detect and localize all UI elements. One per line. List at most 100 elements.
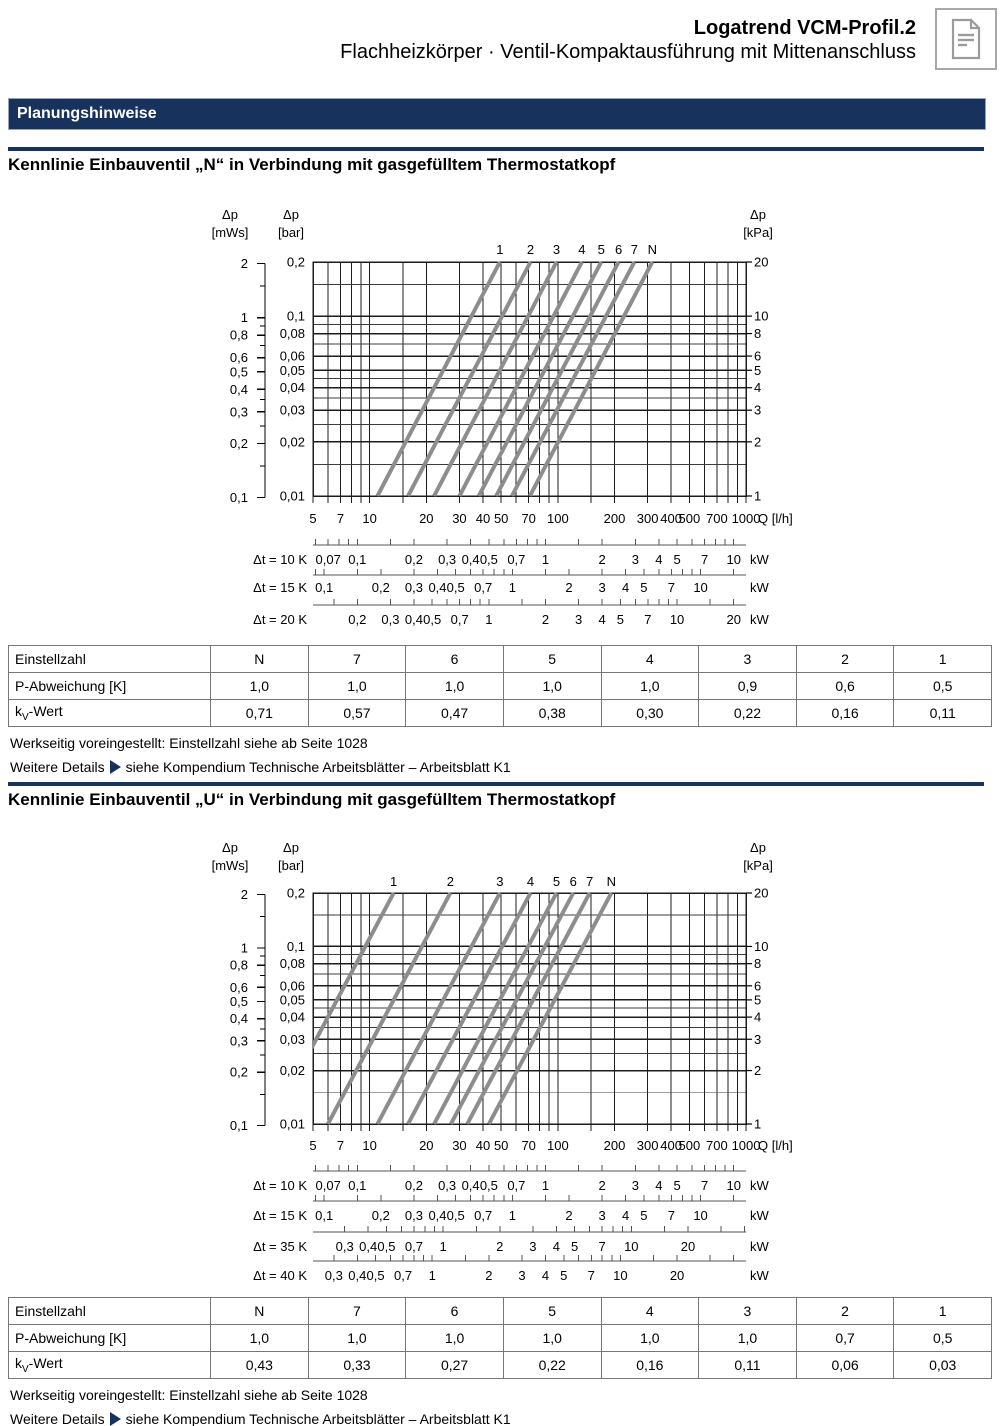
table-cell: 0,27	[405, 1351, 504, 1379]
svg-text:1000: 1000	[732, 511, 761, 526]
svg-text:Δt = 10 K: Δt = 10 K	[253, 552, 307, 567]
svg-text:0,01: 0,01	[280, 1117, 305, 1132]
table-cell: 5	[502, 1297, 602, 1325]
svg-text:5: 5	[673, 552, 680, 567]
svg-text:0,2: 0,2	[287, 255, 305, 270]
svg-text:4: 4	[527, 874, 534, 889]
svg-text:0,5: 0,5	[480, 552, 498, 567]
table-cell: 4	[600, 1297, 700, 1325]
kv-curves	[375, 261, 655, 497]
table-cell: 1	[893, 645, 992, 673]
page-header: Logatrend VCM-Profil.2 Flachheizkörper ·…	[340, 16, 916, 64]
svg-text:10: 10	[362, 511, 376, 526]
svg-text:0,4: 0,4	[428, 580, 446, 595]
svg-text:20: 20	[670, 1268, 684, 1283]
table-cell: 0,7	[795, 1324, 895, 1352]
svg-text:0,6: 0,6	[230, 350, 248, 365]
svg-text:700: 700	[706, 1138, 728, 1153]
bar-axis-labels: 0,2 0,1 0,08 0,060,05 0,04 0,03 0,02 0,01	[280, 255, 305, 504]
svg-text:0,2: 0,2	[405, 552, 423, 567]
svg-text:kW: kW	[750, 1208, 770, 1223]
svg-text:0,5: 0,5	[367, 1268, 385, 1283]
svg-text:70: 70	[521, 1138, 535, 1153]
svg-text:0,4: 0,4	[462, 1178, 480, 1193]
svg-text:0,5: 0,5	[423, 612, 441, 627]
svg-text:0,3: 0,3	[438, 1178, 456, 1193]
svg-text:Q [l/h]: Q [l/h]	[758, 1138, 793, 1153]
mws-axis: 2 1 0,8 0,60,5 0,4 0,3 0,2 0,1	[230, 887, 266, 1133]
svg-text:3: 3	[754, 1032, 761, 1047]
banner-planungshinweise: Planungshinweise	[8, 98, 986, 130]
svg-text:300: 300	[637, 1138, 659, 1153]
kw-ruler-40k: 0,3 0,4 0,5 0,7 1 2 3 4 5 7 10 20 Δt = 40 K kW	[253, 1255, 770, 1283]
svg-text:kW: kW	[750, 552, 770, 567]
svg-text:30: 30	[452, 1138, 466, 1153]
svg-text:10: 10	[362, 1138, 376, 1153]
page-subtitle: Flachheizkörper · Ventil-Kompaktausführu…	[340, 41, 916, 63]
svg-text:0,3: 0,3	[325, 1268, 343, 1283]
svg-text:Δp: Δp	[222, 207, 238, 222]
svg-text:8: 8	[754, 326, 761, 341]
svg-text:Δp: Δp	[222, 840, 238, 855]
table-cell: N	[210, 645, 309, 673]
note-details-pre: Weitere Details	[10, 1411, 105, 1426]
table-cell: 0,22	[502, 1351, 602, 1379]
svg-text:0,04: 0,04	[280, 380, 305, 395]
svg-text:0,5: 0,5	[230, 364, 248, 379]
table-cell: 0,16	[600, 1351, 700, 1379]
table-cell: 1,0	[502, 672, 602, 700]
table-cell: 0,43	[210, 1351, 309, 1379]
svg-text:8: 8	[754, 956, 761, 971]
svg-text:5: 5	[571, 1239, 578, 1254]
svg-text:10: 10	[754, 309, 768, 324]
svg-text:400: 400	[660, 1138, 682, 1153]
svg-text:4: 4	[542, 1268, 549, 1283]
page-title: Logatrend VCM-Profil.2	[693, 17, 916, 39]
svg-text:Δp: Δp	[750, 840, 766, 855]
svg-text:0,06: 0,06	[280, 349, 305, 364]
svg-text:0,1: 0,1	[287, 939, 305, 954]
svg-text:1: 1	[485, 612, 492, 627]
svg-text:0,1: 0,1	[348, 1178, 366, 1193]
table-cell: 1,0	[210, 672, 309, 700]
row-label: P-Abweichung [K]	[8, 672, 211, 700]
svg-text:0,2: 0,2	[348, 612, 366, 627]
svg-text:0,4: 0,4	[405, 612, 423, 627]
document-icon-button[interactable]	[935, 8, 997, 70]
svg-text:5: 5	[309, 1138, 316, 1153]
svg-text:1: 1	[754, 1117, 761, 1132]
svg-text:0,03: 0,03	[280, 1032, 305, 1047]
svg-text:1: 1	[390, 874, 397, 889]
svg-text:N: N	[607, 874, 616, 889]
svg-text:0,4: 0,4	[230, 1011, 248, 1026]
svg-text:50: 50	[494, 511, 508, 526]
svg-text:1: 1	[241, 310, 248, 325]
svg-text:0,5: 0,5	[480, 1178, 498, 1193]
svg-text:200: 200	[604, 1138, 626, 1153]
svg-text:20: 20	[754, 886, 768, 901]
table-cell: 4	[600, 645, 700, 673]
svg-text:0,5: 0,5	[230, 994, 248, 1009]
section-title-valve-n: Kennlinie Einbauventil „N“ in Verbindung…	[8, 155, 616, 174]
svg-text:2: 2	[754, 434, 761, 449]
svg-text:4: 4	[553, 1239, 560, 1254]
mws-axis: 2 1 0,8 0,60,5 0,4 0,3 0,2 0,1	[230, 256, 266, 505]
svg-text:1: 1	[429, 1268, 436, 1283]
svg-text:2: 2	[241, 887, 248, 902]
svg-text:Δp: Δp	[283, 207, 299, 222]
svg-text:300: 300	[637, 511, 659, 526]
note-details: Weitere Details siehe Kompendium Technisc…	[10, 759, 511, 775]
svg-text:2: 2	[496, 1239, 503, 1254]
svg-text:0,02: 0,02	[280, 434, 305, 449]
svg-text:7: 7	[644, 612, 651, 627]
svg-text:4: 4	[578, 242, 585, 257]
row-label: P-Abweichung [K]	[8, 1324, 211, 1352]
svg-text:5: 5	[640, 580, 647, 595]
svg-text:3: 3	[632, 1178, 639, 1193]
svg-text:2: 2	[565, 580, 572, 595]
svg-text:[bar]: [bar]	[278, 858, 304, 873]
svg-text:5: 5	[754, 363, 761, 378]
